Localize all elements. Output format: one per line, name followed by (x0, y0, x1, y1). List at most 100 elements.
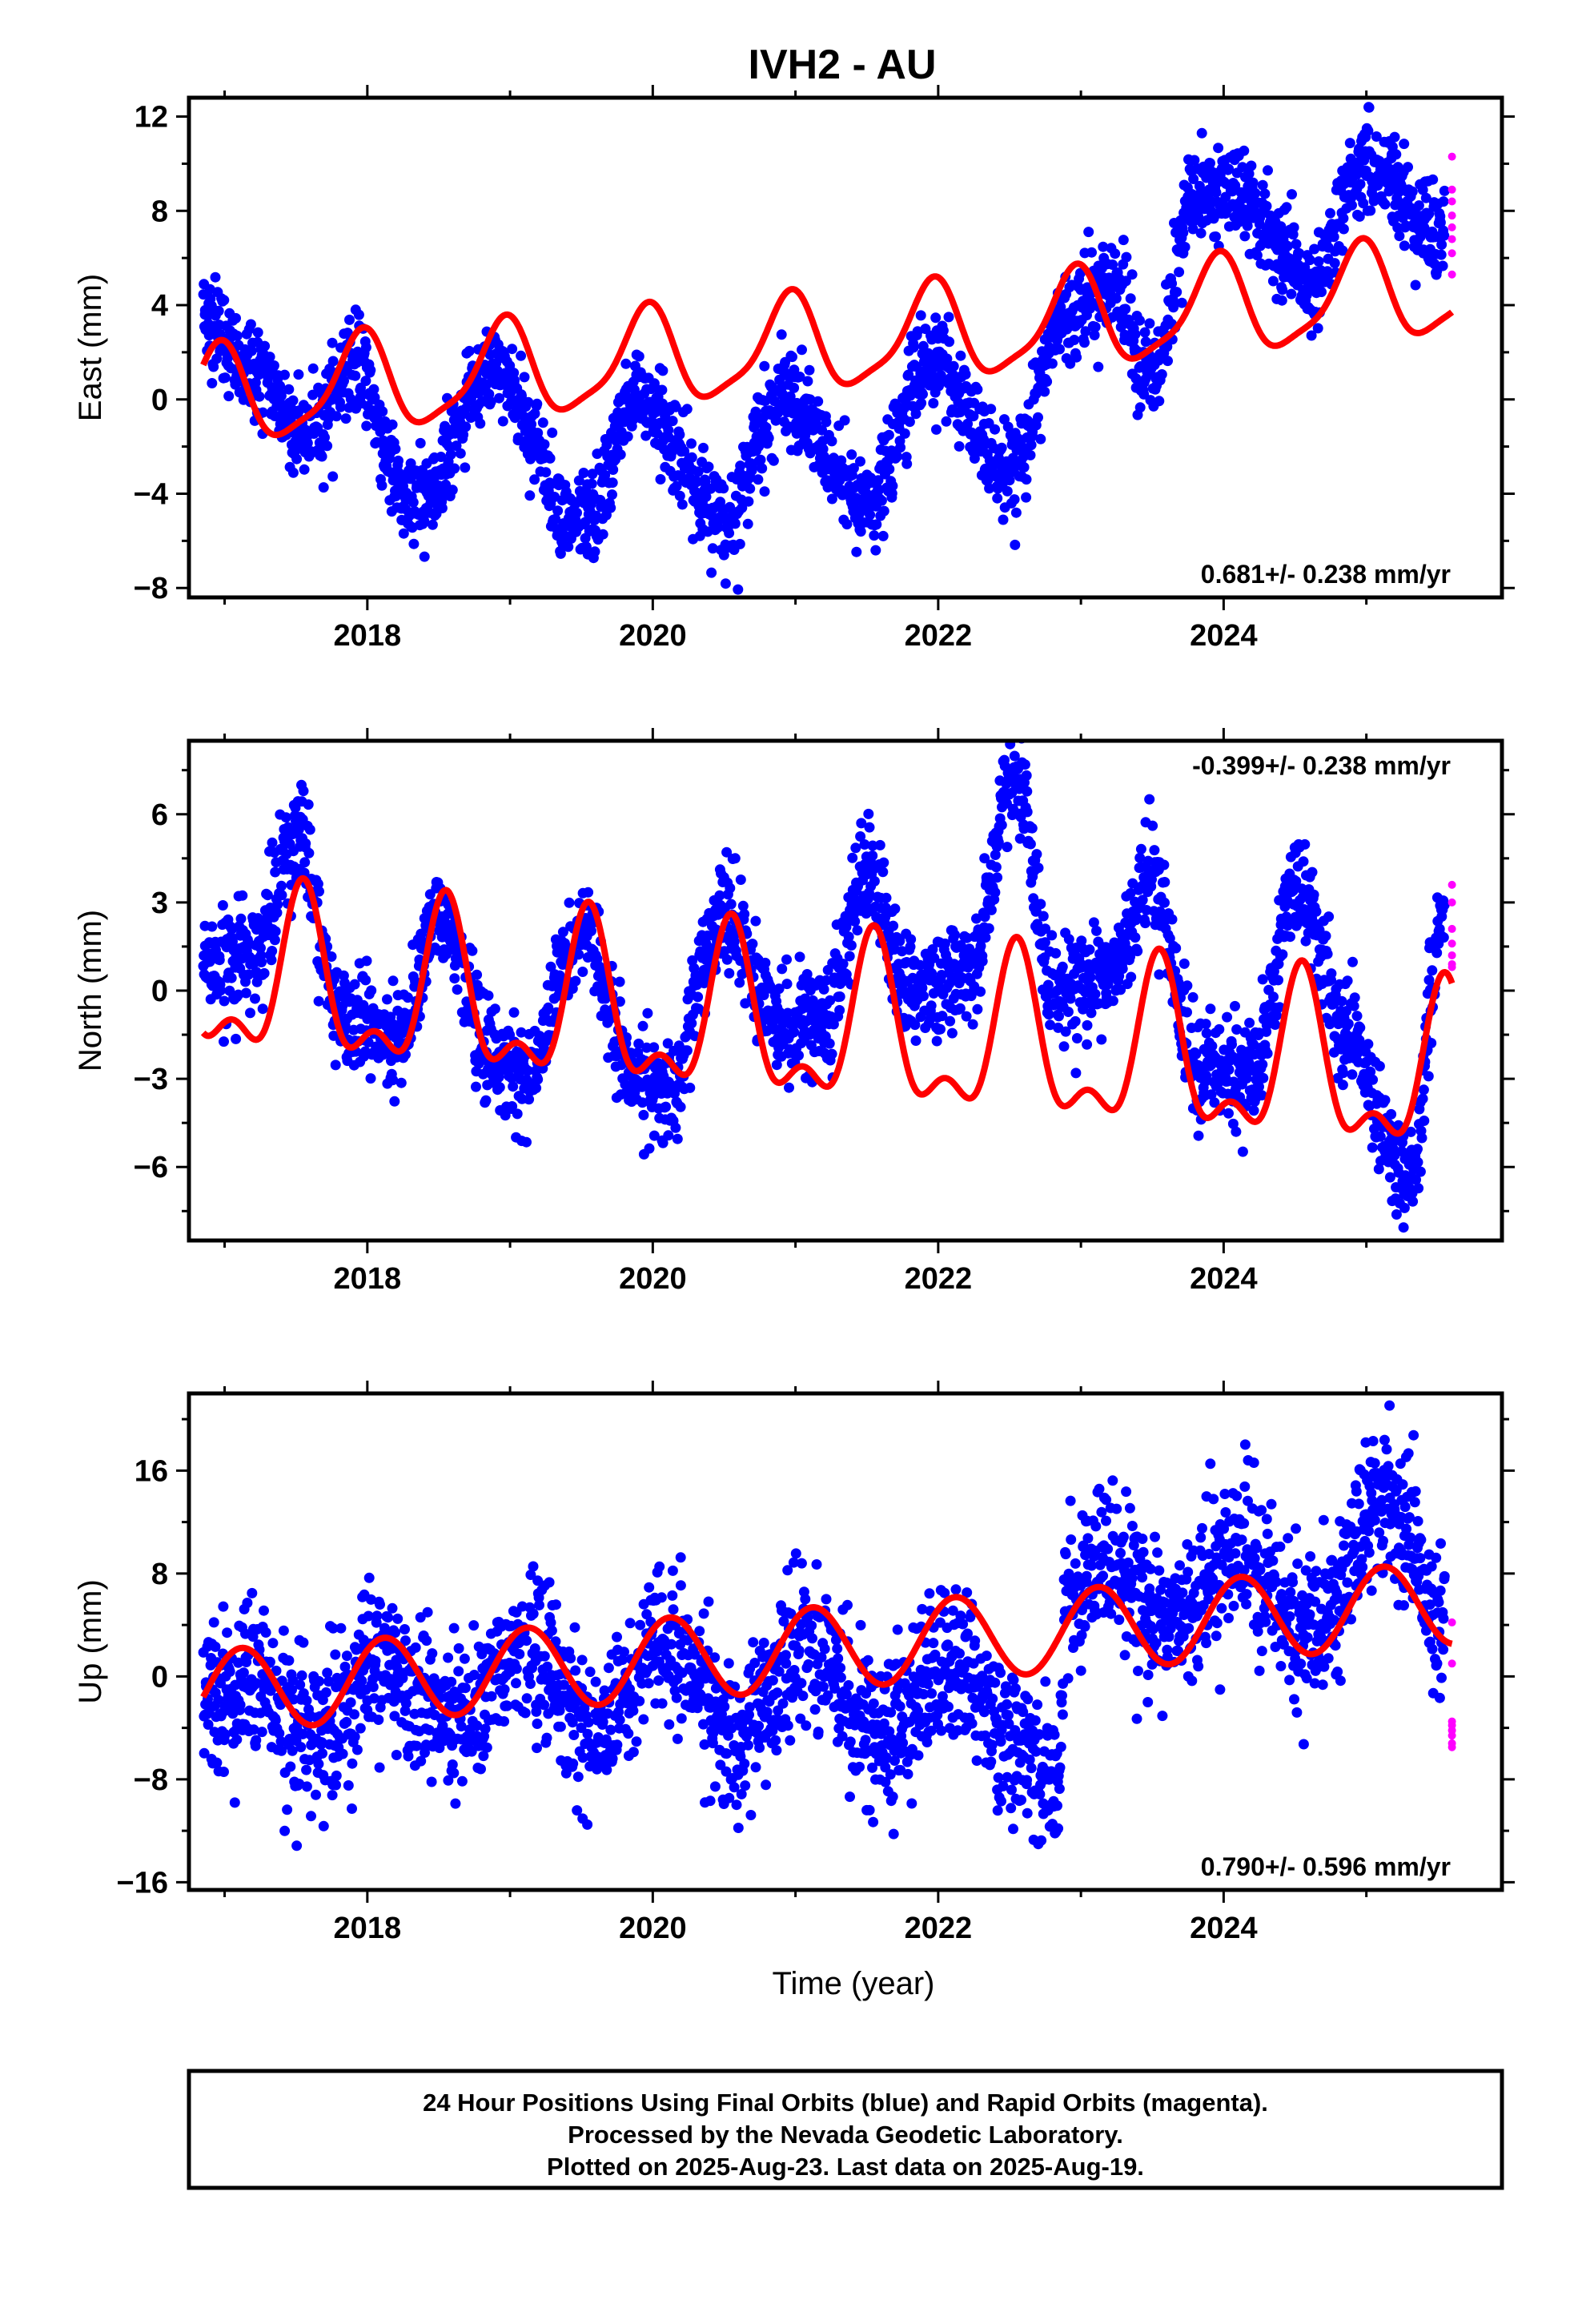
east-y-tick-label: 12 (135, 101, 168, 135)
east-final-point (368, 384, 379, 395)
north-final-point (1035, 899, 1046, 910)
east-final-point (1121, 251, 1132, 263)
east-final-point (718, 549, 729, 561)
east-final-point (745, 483, 756, 494)
east-final-point (1427, 174, 1439, 185)
north-plot-area (198, 741, 1456, 1233)
east-final-point (264, 352, 275, 363)
east-final-point (287, 467, 299, 478)
east-final-point (904, 416, 915, 428)
north-final-point (825, 995, 836, 1006)
north-final-point (507, 1101, 518, 1112)
north-final-point (1130, 932, 1141, 943)
north-final-point (272, 899, 283, 910)
north-final-point (818, 983, 829, 995)
north-final-point (300, 838, 311, 849)
north-final-point (266, 955, 277, 966)
east-final-point (1002, 485, 1013, 497)
east-final-point (316, 451, 327, 462)
east-x-tick-label: 2018 (334, 619, 402, 653)
east-final-point (841, 519, 853, 530)
east-final-point (899, 428, 910, 439)
east-rapid-point (1447, 152, 1456, 161)
north-final-point (217, 900, 228, 911)
east-final-point (1230, 180, 1241, 191)
east-final-point (519, 372, 530, 383)
east-final-point (1247, 177, 1259, 188)
east-final-point (1417, 184, 1428, 195)
east-final-point (1282, 240, 1293, 251)
east-y-tick-label: 4 (151, 289, 168, 323)
east-final-point (408, 538, 420, 549)
north-final-point (1307, 866, 1318, 878)
north-final-point (298, 786, 309, 797)
east-final-point (1329, 258, 1340, 269)
north-final-point (1298, 856, 1309, 867)
east-final-point (705, 483, 717, 494)
east-final-point (759, 360, 770, 372)
north-final-point (789, 1027, 800, 1038)
north-final-point (382, 994, 392, 1005)
east-final-point (944, 336, 955, 348)
north-final-point (990, 887, 1001, 898)
east-final-point (1325, 207, 1335, 219)
east-final-point (1093, 361, 1104, 372)
east-final-point (573, 475, 584, 486)
north-final-point (1337, 1080, 1348, 1091)
north-final-point (1222, 1011, 1233, 1023)
north-final-point (1258, 1072, 1269, 1084)
north-final-point (1022, 786, 1033, 797)
north-final-point (845, 940, 857, 951)
north-final-point (1386, 1108, 1397, 1120)
north-final-point (1285, 931, 1295, 943)
east-final-point (1010, 507, 1022, 518)
east-final-point (1213, 143, 1224, 154)
north-final-point (215, 985, 226, 996)
east-final-point (743, 496, 754, 507)
east-final-point (670, 401, 681, 412)
east-final-point (339, 376, 349, 387)
north-rate-label: -0.399+/- 0.238 mm/yr (1192, 751, 1451, 780)
east-final-point (608, 464, 619, 475)
north-final-point (905, 934, 917, 945)
east-final-point (826, 493, 837, 505)
north-final-point (1126, 971, 1137, 983)
east-final-point (912, 326, 923, 337)
east-final-point (1403, 162, 1413, 173)
east-final-point (620, 358, 632, 369)
east-final-point (1154, 396, 1165, 407)
east-final-point (622, 431, 633, 442)
east-final-point (287, 395, 299, 406)
east-final-point (1239, 231, 1251, 242)
north-final-point (1407, 1196, 1419, 1207)
north-final-point (360, 975, 371, 986)
north-final-point (276, 890, 287, 901)
north-final-point (293, 824, 304, 835)
east-final-point (797, 344, 807, 356)
north-final-point (1058, 1041, 1070, 1052)
east-final-point (580, 517, 591, 528)
north-final-point (724, 967, 735, 979)
north-final-point (255, 943, 266, 954)
east-final-point (279, 369, 290, 380)
east-final-point (350, 370, 361, 381)
east-final-point (427, 519, 438, 530)
east-final-point (361, 420, 372, 432)
north-final-point (231, 1033, 242, 1044)
east-final-point (846, 449, 857, 460)
north-final-point (1090, 988, 1101, 999)
east-final-point (1188, 174, 1199, 184)
east-final-point (848, 463, 859, 474)
north-final-point (777, 963, 788, 975)
east-y-axis (176, 115, 1515, 589)
east-y-tick-label: −4 (134, 477, 168, 511)
east-final-point (655, 474, 666, 485)
north-final-point (824, 1038, 835, 1049)
east-final-point (1261, 200, 1272, 211)
east-final-point (540, 467, 552, 478)
east-final-point (497, 416, 508, 427)
north-final-point (750, 915, 761, 927)
east-final-point (1281, 202, 1292, 213)
north-final-point (834, 991, 845, 1002)
north-final-point (1367, 1074, 1379, 1085)
